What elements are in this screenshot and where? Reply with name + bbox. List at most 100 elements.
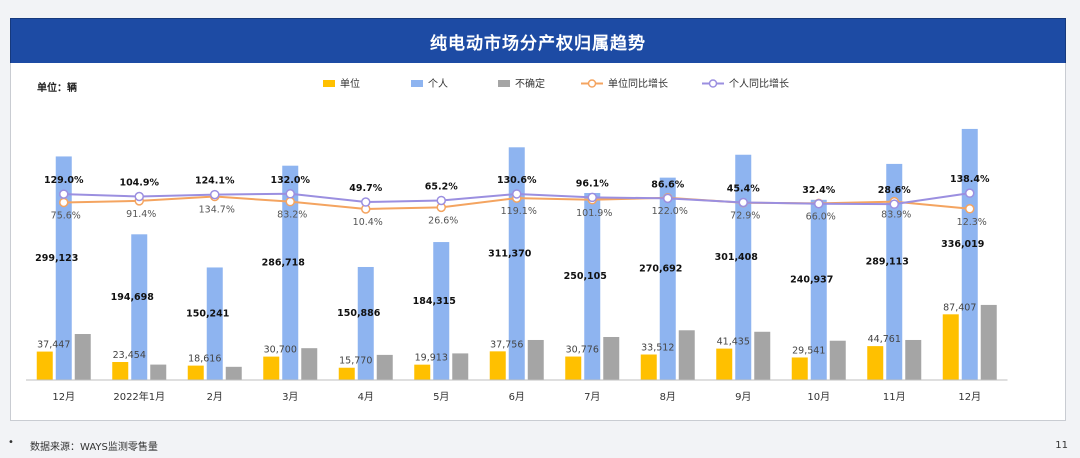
personal-yoy-point bbox=[134, 191, 144, 202]
personal-yoy-point bbox=[663, 193, 673, 204]
personal-yoy-point bbox=[889, 199, 899, 209]
data-source-note: 数据来源：WAYS监测零售量 bbox=[30, 442, 158, 453]
unit-yoy-label: 12.3% bbox=[957, 217, 987, 228]
personal-yoy-label: 104.9% bbox=[119, 178, 159, 189]
unit-value-label: 18,616 bbox=[188, 354, 221, 365]
unit-yoy-label: 122.0% bbox=[652, 206, 688, 217]
legend-label-2: 不确定 bbox=[515, 77, 545, 90]
bar-unit bbox=[36, 351, 53, 380]
personal-value-label: 311,370 bbox=[488, 248, 532, 259]
chart-header: 纯电动市场分产权归属趋势 bbox=[10, 18, 1066, 64]
x-tick-label: 10月 bbox=[807, 391, 830, 403]
unit-yoy-label: 66.0% bbox=[806, 211, 836, 222]
bar-personal bbox=[206, 267, 223, 380]
unit-value-label: 29,541 bbox=[792, 345, 825, 356]
bar-personal bbox=[433, 242, 450, 380]
personal-yoy-label: 129.0% bbox=[44, 175, 84, 186]
bar-uncertain bbox=[829, 340, 846, 380]
personal-value-label: 194,698 bbox=[111, 292, 155, 303]
unit-label: 单位：辆 bbox=[37, 81, 77, 94]
bar-uncertain bbox=[980, 304, 997, 380]
x-tick-label: 4月 bbox=[358, 391, 374, 403]
x-tick-label: 8月 bbox=[660, 391, 676, 403]
bar-uncertain bbox=[150, 364, 167, 380]
personal-yoy-point bbox=[59, 189, 69, 199]
bar-unit bbox=[867, 346, 884, 380]
x-tick-label: 9月 bbox=[735, 391, 751, 403]
bar-personal bbox=[886, 163, 903, 380]
unit-value-label: 37,756 bbox=[490, 339, 523, 350]
bar-unit bbox=[640, 354, 657, 380]
bar-uncertain bbox=[301, 348, 318, 380]
personal-yoy-label: 65.2% bbox=[425, 181, 458, 192]
bar-personal bbox=[961, 128, 978, 380]
unit-value-label: 15,770 bbox=[339, 356, 372, 367]
page-number: 11 bbox=[1055, 440, 1068, 451]
unit-yoy-label: 83.2% bbox=[277, 210, 307, 221]
unit-yoy-label: 72.9% bbox=[730, 211, 760, 222]
unit-yoy-label: 101.9% bbox=[576, 208, 612, 219]
unit-yoy-label: 10.4% bbox=[353, 217, 383, 228]
bar-personal bbox=[357, 266, 374, 380]
unit-yoy-label: 91.4% bbox=[126, 209, 156, 220]
bar-personal bbox=[508, 147, 525, 380]
unit-value-label: 41,435 bbox=[717, 337, 750, 348]
personal-value-label: 250,105 bbox=[564, 271, 607, 282]
personal-value-label: 150,886 bbox=[337, 308, 381, 319]
personal-yoy-point bbox=[210, 189, 220, 200]
chart-title: 纯电动市场分产权归属趋势 bbox=[430, 33, 646, 54]
bar-uncertain bbox=[527, 339, 544, 380]
bar-unit bbox=[942, 314, 959, 380]
personal-value-label: 301,408 bbox=[715, 252, 759, 263]
bar-uncertain bbox=[678, 330, 695, 380]
chart-panel: 单位：辆 单位 个人 不确定 单位同比增长 个人同比增长 12月 2022年1月 2月 3月 4月 5… bbox=[10, 63, 1066, 421]
bar-unit bbox=[489, 351, 506, 380]
unit-yoy-label: 83.9% bbox=[881, 210, 911, 221]
unit-yoy-point bbox=[285, 196, 295, 207]
personal-yoy-label: 28.6% bbox=[878, 185, 911, 196]
legend-label-1: 个人 bbox=[428, 78, 448, 90]
legend-label-0: 单位 bbox=[340, 77, 360, 90]
bar-unit bbox=[791, 357, 808, 380]
bar-personal bbox=[810, 199, 827, 380]
bar-uncertain bbox=[603, 336, 620, 380]
legend-marker-4 bbox=[708, 79, 718, 88]
personal-yoy-label: 96.1% bbox=[576, 178, 609, 189]
bar-uncertain bbox=[376, 354, 393, 380]
x-tick-label: 12月 bbox=[52, 391, 75, 403]
personal-value-label: 286,718 bbox=[262, 258, 306, 269]
bar-unit bbox=[565, 356, 582, 380]
bar-uncertain bbox=[225, 366, 242, 380]
personal-value-label: 240,937 bbox=[790, 275, 833, 286]
chart-svg: 单位：辆 单位 个人 不确定 单位同比增长 个人同比增长 12月 2022年1月 2月 3月 4月 5… bbox=[26, 77, 1008, 403]
bar-personal bbox=[282, 165, 299, 380]
unit-yoy-label: 26.6% bbox=[428, 215, 458, 226]
personal-yoy-label: 32.4% bbox=[802, 185, 835, 196]
unit-yoy-label: 134.7% bbox=[199, 205, 235, 216]
bar-personal bbox=[55, 156, 72, 380]
bar-unit bbox=[716, 348, 733, 380]
unit-yoy-point bbox=[965, 204, 975, 214]
personal-value-label: 299,123 bbox=[35, 253, 78, 264]
bar-unit bbox=[338, 367, 355, 380]
bar-uncertain bbox=[452, 353, 469, 380]
bar-personal bbox=[659, 177, 676, 380]
personal-yoy-point bbox=[587, 192, 597, 203]
bar-unit bbox=[187, 365, 204, 380]
legend-swatch-1 bbox=[411, 80, 423, 87]
personal-value-label: 184,315 bbox=[413, 296, 456, 307]
unit-yoy-point bbox=[59, 197, 69, 208]
x-tick-label: 2月 bbox=[207, 391, 223, 403]
personal-yoy-label: 45.4% bbox=[727, 183, 760, 194]
x-tick-label: 2022年1月 bbox=[113, 390, 165, 403]
personal-yoy-label: 124.1% bbox=[195, 176, 235, 187]
legend-label-3: 单位同比增长 bbox=[608, 77, 668, 90]
bar-uncertain bbox=[74, 334, 91, 380]
personal-yoy-label: 86.6% bbox=[651, 179, 684, 190]
unit-value-label: 33,512 bbox=[641, 343, 674, 354]
x-tick-label: 6月 bbox=[509, 391, 525, 403]
personal-yoy-point bbox=[814, 199, 824, 209]
legend-marker-3 bbox=[587, 79, 597, 88]
bar-unit bbox=[263, 356, 280, 380]
personal-yoy-point bbox=[361, 197, 371, 207]
